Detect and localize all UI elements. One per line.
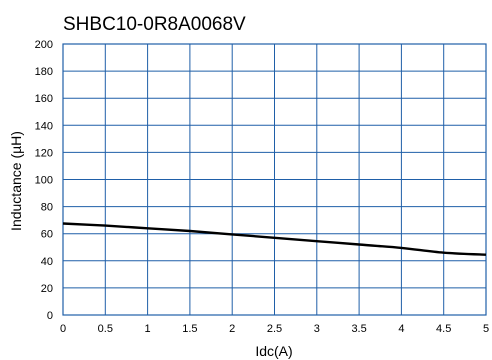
y-tick-label: 80 xyxy=(41,202,53,214)
y-tick-label: 0 xyxy=(47,310,53,322)
inductance-curve xyxy=(62,222,487,256)
x-tick-label: 2.5 xyxy=(267,323,282,335)
y-axis-label: Inductance (µH) xyxy=(8,131,24,231)
x-tick-label: 4 xyxy=(398,323,404,335)
x-tick-label: 5 xyxy=(483,323,489,335)
x-tick-label: 3 xyxy=(314,323,320,335)
x-tick-labels: 0 0.5 1 1.5 2 2.5 3 3.5 4 4.5 5 xyxy=(60,323,489,335)
x-tick-label: 1 xyxy=(145,323,151,335)
y-tick-label: 40 xyxy=(41,256,53,268)
x-tick-label: 0 xyxy=(60,323,66,335)
y-tick-label: 180 xyxy=(35,66,53,78)
x-axis-label: Idc(A) xyxy=(255,343,292,359)
y-tick-labels: 0 20 40 60 80 100 120 140 160 180 200 xyxy=(35,39,53,322)
y-tick-label: 120 xyxy=(35,147,53,159)
x-tick-label: 2 xyxy=(229,323,235,335)
y-tick-label: 140 xyxy=(35,120,53,132)
x-tick-label: 3.5 xyxy=(351,323,366,335)
x-tick-label: 1.5 xyxy=(182,323,197,335)
y-tick-label: 200 xyxy=(35,39,53,51)
y-tick-label: 100 xyxy=(35,175,53,187)
x-tick-label: 0.5 xyxy=(98,323,113,335)
x-tick-label: 4.5 xyxy=(436,323,451,335)
plot-frame xyxy=(62,43,487,316)
y-tick-label: 60 xyxy=(41,229,53,241)
grid-lines xyxy=(62,43,487,316)
y-tick-label: 20 xyxy=(41,283,53,295)
chart-title: SHBC10-0R8A0068V xyxy=(63,14,246,35)
y-tick-label: 160 xyxy=(35,93,53,105)
